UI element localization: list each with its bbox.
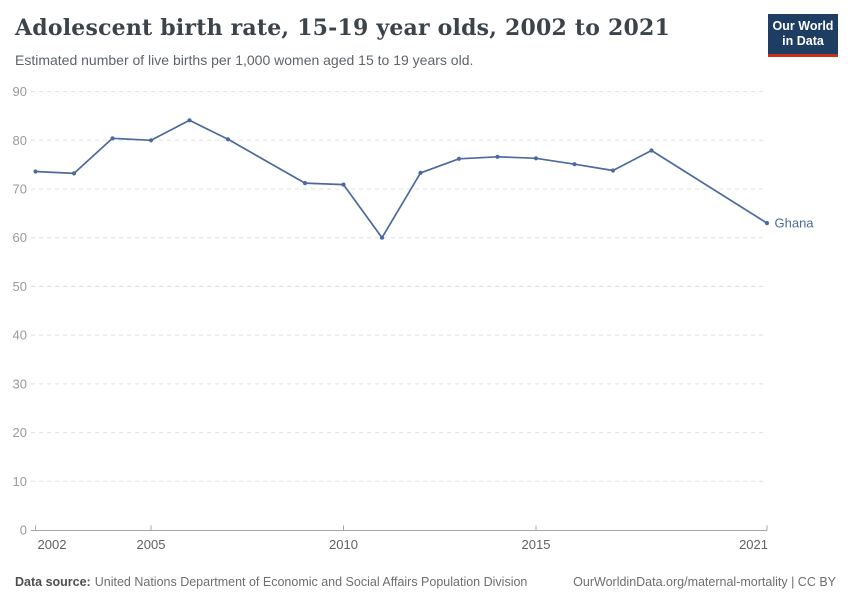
y-axis-label-90: 90 <box>13 84 27 99</box>
y-axis-label-40: 40 <box>13 328 27 343</box>
data-point-2018[interactable] <box>649 148 654 153</box>
data-point-2004[interactable] <box>110 136 115 141</box>
y-axis-label-70: 70 <box>13 181 27 196</box>
data-point-2013[interactable] <box>456 156 462 161</box>
data-point-2015[interactable] <box>533 156 539 161</box>
data-point-2010[interactable] <box>341 182 346 187</box>
data-point-2002[interactable] <box>33 169 38 174</box>
data-source-label: Data source: <box>15 575 91 589</box>
page-subtitle: Estimated number of live births per 1,00… <box>15 52 474 68</box>
x-axis-label-2002: 2002 <box>38 537 67 552</box>
y-axis-label-10: 10 <box>13 474 27 489</box>
y-axis-label-50: 50 <box>13 279 27 294</box>
data-point-2003[interactable] <box>71 171 77 176</box>
x-axis-label-2010: 2010 <box>329 537 358 552</box>
y-axis-label-20: 20 <box>13 425 27 440</box>
data-point-2007[interactable] <box>225 137 231 142</box>
x-axis-label-2005: 2005 <box>137 537 166 552</box>
data-point-2009[interactable] <box>302 181 308 186</box>
data-point-2006[interactable] <box>187 118 192 123</box>
x-axis-label-2021: 2021 <box>739 537 768 552</box>
logo-line1: Our World <box>772 19 834 33</box>
page-title: Adolescent birth rate, 15-19 year olds, … <box>15 15 670 41</box>
citation-link[interactable]: OurWorldinData.org/maternal-mortality | … <box>573 575 836 589</box>
x-axis-label-2015: 2015 <box>522 537 551 552</box>
data-source: Data source: United Nations Department of… <box>15 575 527 589</box>
data-point-2012[interactable] <box>418 170 423 175</box>
data-source-text: United Nations Department of Economic an… <box>94 575 528 589</box>
y-axis-label-0: 0 <box>20 523 27 538</box>
series-line-ghana[interactable] <box>34 119 768 239</box>
logo-line2: in Data <box>782 34 824 49</box>
chart-footer: Data source: United Nations Department of… <box>15 575 836 589</box>
data-point-2011[interactable] <box>379 235 385 240</box>
y-axis-label-60: 60 <box>13 230 27 245</box>
data-point-2005[interactable] <box>148 138 154 143</box>
y-axis-label-80: 80 <box>13 133 27 148</box>
series-label-ghana[interactable]: Ghana <box>775 216 815 231</box>
data-point-2016[interactable] <box>572 162 577 167</box>
data-point-2021[interactable] <box>764 221 770 226</box>
data-point-2014[interactable] <box>495 154 500 159</box>
owid-logo[interactable]: Our World in Data <box>768 14 838 57</box>
y-axis-label-30: 30 <box>13 376 27 391</box>
data-point-2017[interactable] <box>610 168 616 173</box>
